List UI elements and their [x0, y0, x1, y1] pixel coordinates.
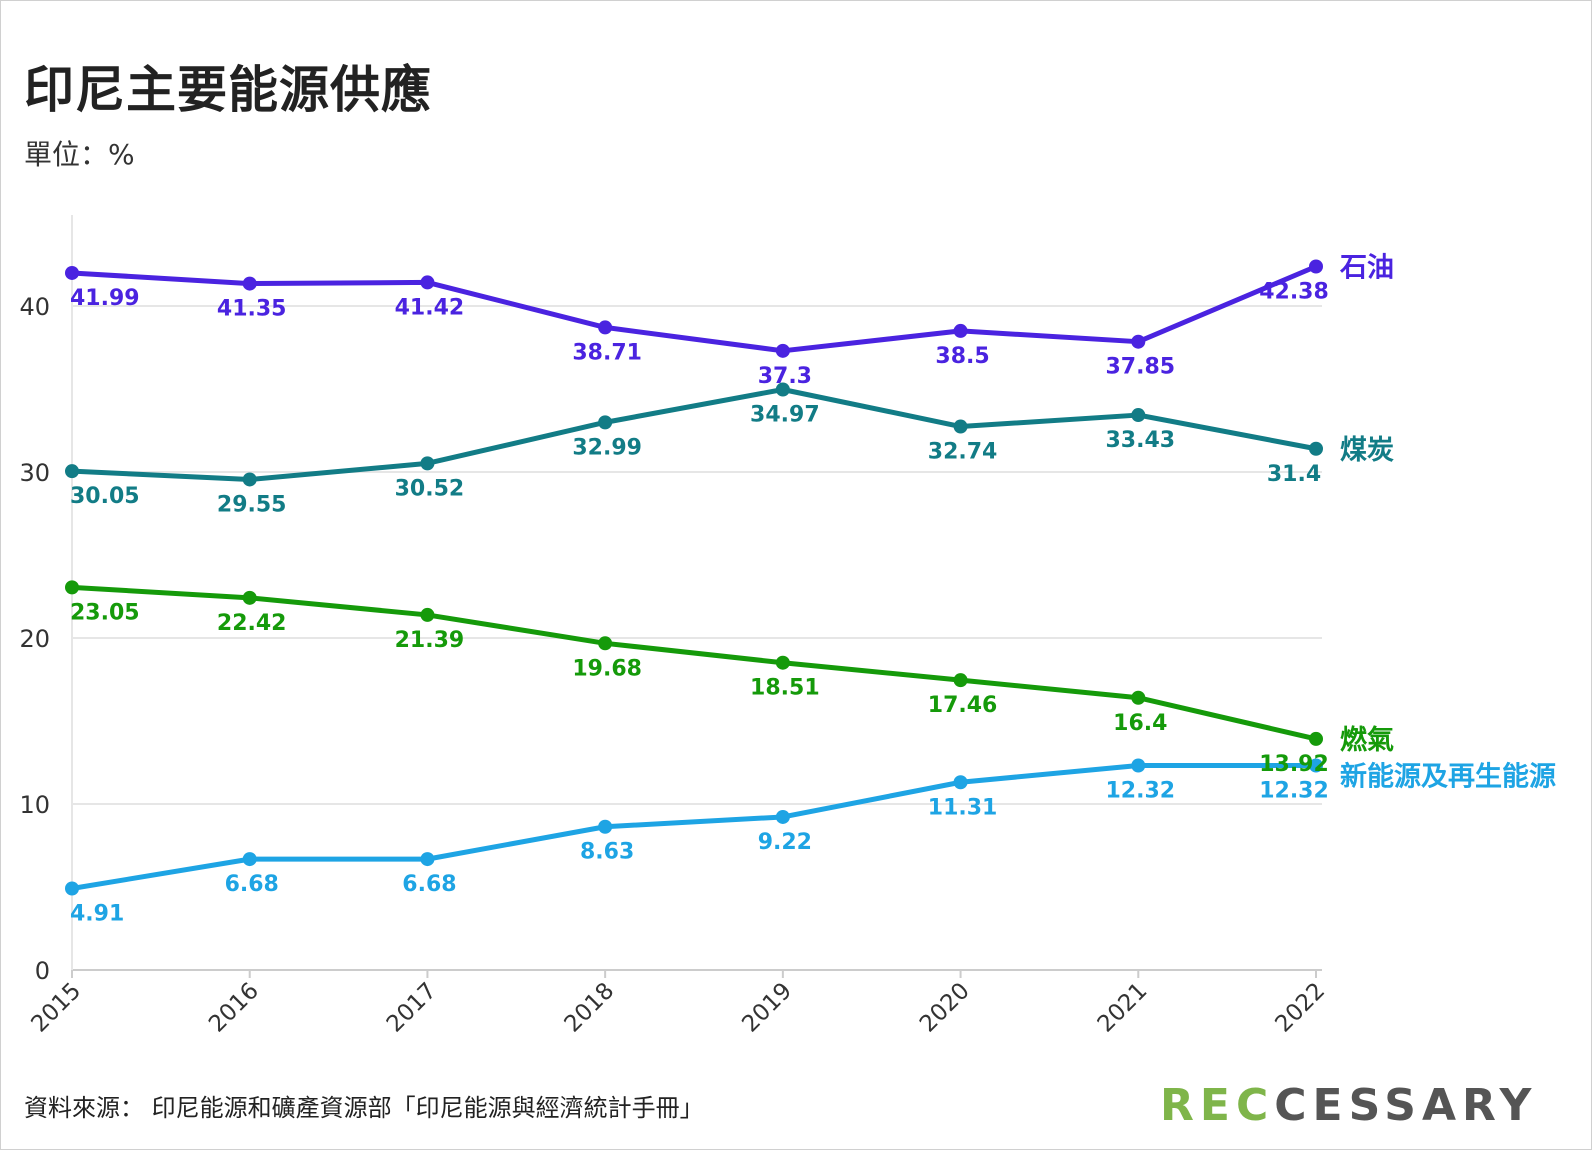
series-name-label: 燃氣 [1340, 725, 1394, 756]
data-point [775, 655, 790, 670]
data-label: 32.99 [572, 435, 642, 460]
data-point [1131, 690, 1146, 705]
data-label: 34.97 [750, 402, 820, 427]
data-point [775, 382, 790, 397]
data-point [242, 852, 257, 867]
data-point [1309, 758, 1323, 773]
data-label: 8.63 [580, 840, 634, 865]
data-point [420, 852, 435, 867]
line-chart: 0 10 20 30 40 2015 2016 2017 2018 2019 2020 2021 202… [19, 215, 1556, 1038]
data-point [598, 819, 613, 834]
data-label: 30.52 [395, 476, 465, 501]
data-point [953, 673, 968, 688]
x-tick-label: 2015 [26, 978, 86, 1038]
unit-label: 單位：% [24, 138, 135, 171]
y-tick-label: 30 [19, 459, 50, 487]
data-label: 41.99 [70, 286, 140, 311]
logo-part-cessary: CESSARY [1274, 1080, 1538, 1131]
logo-part-rec: REC [1160, 1080, 1275, 1131]
data-label: 12.32 [1259, 778, 1329, 803]
axis-layer: 0 10 20 30 40 2015 2016 2017 2018 2019 2020 2021 202… [19, 293, 1330, 1038]
x-tick-label: 2018 [560, 978, 620, 1038]
data-label: 9.22 [758, 830, 812, 855]
brand-logo: RECCESSARY [1160, 1080, 1537, 1131]
data-label: 4.91 [70, 901, 124, 926]
y-tick-label: 10 [19, 791, 50, 819]
series-name-label: 石油 [1339, 252, 1394, 283]
data-point [598, 415, 613, 430]
source-note: 資料來源： 印尼能源和礦產資源部「印尼能源與經濟統計手冊」 [24, 1094, 704, 1122]
chart-title: 印尼主要能源供應 [24, 61, 432, 119]
y-tick-label: 20 [19, 625, 50, 653]
data-label: 11.31 [928, 795, 998, 820]
data-label: 33.43 [1105, 428, 1175, 453]
data-label: 38.71 [572, 340, 642, 365]
series-name-label: 新能源及再生能源 [1340, 760, 1556, 792]
series-line-1 [69, 386, 1319, 482]
data-point [65, 464, 79, 479]
data-point [775, 809, 790, 824]
data-label: 29.55 [217, 492, 287, 517]
data-point [65, 881, 79, 896]
data-label: 30.05 [70, 484, 140, 509]
data-point [1131, 758, 1146, 773]
data-label: 22.42 [217, 611, 287, 636]
data-label: 12.32 [1105, 778, 1175, 803]
x-tick-label: 2017 [382, 978, 442, 1038]
data-point [420, 607, 435, 622]
series-line-3 [69, 762, 1319, 891]
data-label: 17.46 [928, 693, 998, 718]
data-label: 37.3 [758, 364, 812, 389]
data-label: 32.74 [928, 440, 998, 465]
x-tick-label: 2020 [915, 978, 975, 1038]
series-name-label: 煤炭 [1340, 435, 1394, 466]
data-point [598, 636, 613, 651]
data-label: 6.68 [402, 872, 456, 897]
data-point [420, 275, 435, 290]
data-point [65, 265, 79, 280]
data-point [1309, 731, 1323, 746]
data-label: 23.05 [70, 600, 140, 625]
data-point [1309, 441, 1323, 456]
data-label: 19.68 [572, 656, 642, 681]
data-label: 41.42 [395, 295, 465, 320]
label-layer: 41.99 41.35 41.42 38.71 37.3 38.5 37.85 42.38 石油… [70, 252, 1556, 926]
data-point [242, 590, 257, 605]
data-label: 38.5 [935, 344, 989, 369]
data-point [598, 320, 613, 335]
data-point [953, 323, 968, 338]
data-point [1131, 408, 1146, 423]
data-label: 41.35 [217, 297, 287, 322]
data-point [1131, 334, 1146, 349]
data-label: 13.92 [1259, 752, 1329, 777]
series-line-2 [69, 584, 1319, 742]
data-point [1309, 259, 1323, 274]
data-point [65, 580, 79, 595]
data-label: 42.38 [1259, 279, 1329, 304]
series-layer [65, 259, 1323, 896]
data-label: 6.68 [225, 872, 279, 897]
data-point [953, 775, 968, 790]
data-label: 18.51 [750, 676, 820, 701]
series-line-0 [69, 263, 1319, 354]
y-tick-label: 0 [35, 957, 50, 985]
data-point [775, 343, 790, 358]
data-point [242, 472, 257, 487]
data-point [953, 419, 968, 434]
x-tick-label: 2021 [1093, 978, 1153, 1038]
x-tick-label: 2019 [737, 978, 797, 1038]
data-label: 21.39 [395, 628, 465, 653]
data-label: 37.85 [1105, 355, 1175, 380]
data-point [420, 456, 435, 471]
data-label: 16.4 [1113, 711, 1167, 736]
x-tick-label: 2016 [204, 978, 264, 1038]
data-label: 31.4 [1267, 462, 1321, 487]
x-tick-label: 2022 [1270, 978, 1330, 1038]
data-point [242, 276, 257, 291]
y-tick-label: 40 [19, 293, 50, 321]
